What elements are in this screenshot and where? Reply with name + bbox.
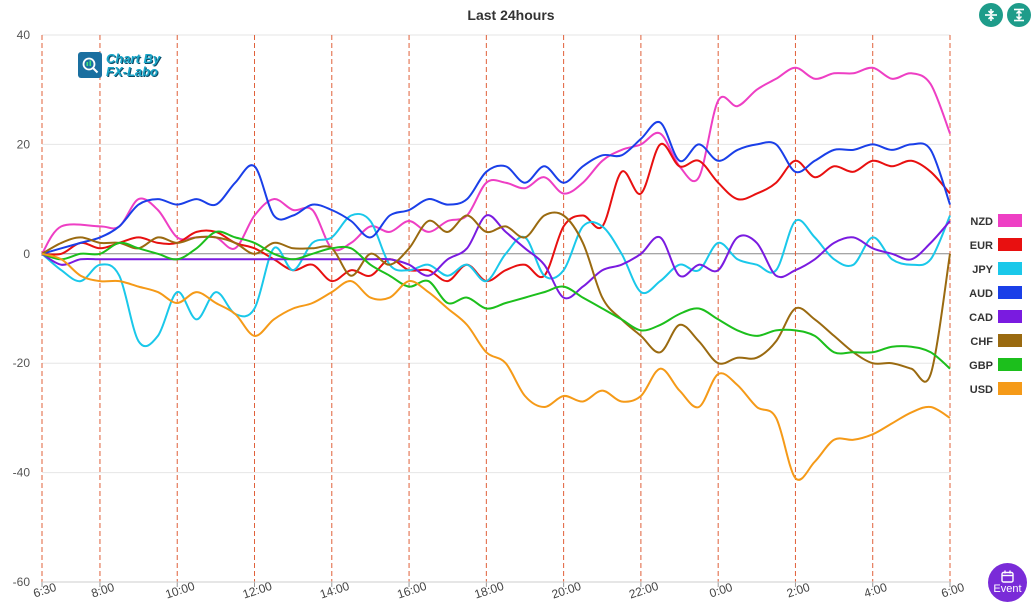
chart-title: Last 24hours [467, 7, 554, 23]
x-tick-label: 6:00 [939, 580, 966, 601]
series-line-aud [41, 120, 951, 255]
collapse-vertical-icon [985, 9, 997, 21]
legend-swatch-nzd [998, 214, 1022, 227]
y-tick-label: 40 [17, 28, 31, 42]
logo-text: Chart By FX-Labo [106, 52, 160, 78]
event-button[interactable]: Event [988, 563, 1027, 602]
y-tick-label: 20 [17, 137, 31, 151]
legend-label-gbp: GBP [969, 360, 993, 372]
y-tick-label: -60 [13, 575, 31, 589]
legend: NZD EUR JPY AUD CAD CHF GBP USD [969, 214, 1022, 396]
collapse-button[interactable] [979, 3, 1003, 27]
legend-label-aud: AUD [969, 288, 993, 300]
legend-swatch-gbp [998, 358, 1022, 371]
x-tick-label: 6:30 [31, 580, 58, 601]
series-line-eur [41, 142, 951, 283]
fx-labo-logo: Chart By FX-Labo [78, 52, 160, 78]
legend-swatch-aud [998, 286, 1022, 299]
legend-label-eur: EUR [970, 240, 993, 252]
expand-button[interactable] [1007, 3, 1031, 27]
series-lines [41, 66, 951, 481]
y-tick-label: -40 [13, 466, 31, 480]
legend-label-nzd: NZD [970, 216, 993, 228]
y-tick-label: 0 [23, 247, 30, 261]
legend-swatch-cad [998, 310, 1022, 323]
logo-line-2: FX-Labo [106, 64, 158, 79]
legend-label-jpy: JPY [972, 264, 993, 276]
legend-swatch-chf [998, 334, 1022, 347]
legend-swatch-eur [998, 238, 1022, 251]
x-tick-label: 0:00 [708, 580, 735, 601]
expand-vertical-icon [1014, 8, 1024, 22]
legend-label-chf: CHF [970, 336, 993, 348]
series-line-jpy [41, 212, 951, 348]
legend-swatch-jpy [998, 262, 1022, 275]
x-tick-label: 8:00 [89, 580, 116, 601]
series-line-chf [41, 211, 951, 383]
series-line-gbp [41, 230, 951, 370]
grid [41, 34, 951, 583]
x-tick-label: 2:00 [785, 580, 812, 601]
event-button-label: Event [993, 583, 1022, 595]
legend-label-usd: USD [970, 384, 993, 396]
logo-line-1: Chart By [106, 51, 161, 66]
series-line-cad [41, 214, 951, 300]
legend-swatch-usd [998, 382, 1022, 395]
chart-magnifier-icon [78, 52, 102, 78]
series-line-usd [41, 252, 951, 481]
legend-label-cad: CAD [969, 312, 993, 324]
x-tick-label: 4:00 [862, 580, 889, 601]
y-tick-label: -20 [13, 356, 31, 370]
calendar-icon [1001, 570, 1014, 583]
